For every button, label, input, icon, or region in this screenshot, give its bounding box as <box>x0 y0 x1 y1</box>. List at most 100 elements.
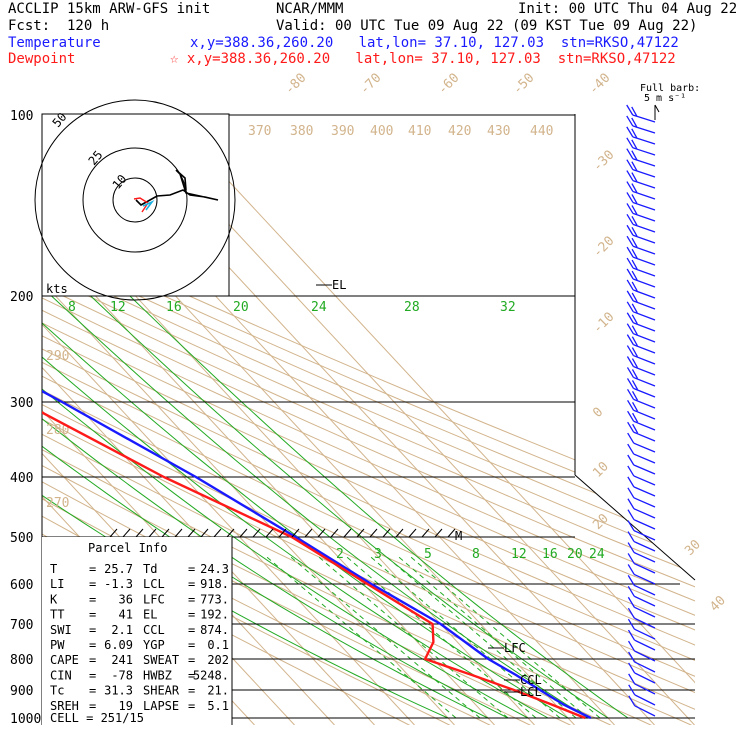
wind-barb <box>632 278 656 288</box>
wind-barb-flag <box>627 399 635 411</box>
wind-barb-flag <box>627 607 635 619</box>
wind-barb <box>632 234 656 244</box>
wind-barb-flag <box>631 391 639 401</box>
mixing-ratio-line <box>368 554 561 719</box>
wind-barb-flag <box>631 281 638 292</box>
isotherm-line <box>42 114 335 725</box>
parcel-value: 6.09 <box>104 638 133 652</box>
hatch-mark <box>174 528 183 538</box>
theta-label: 420 <box>448 124 471 139</box>
mixing-ratio-line <box>264 554 457 719</box>
dry-adiabat-label: 40 <box>707 593 729 615</box>
barb-scale-unit: 5 m s⁻¹ <box>644 93 687 104</box>
wind-barb-flag <box>631 336 638 346</box>
parcel-value: 31.3 <box>104 684 133 698</box>
wind-barb-flag <box>626 301 634 313</box>
pressure-tick-label: 400 <box>10 471 33 486</box>
isotherm-line <box>42 114 455 725</box>
wind-barb-flag <box>627 629 636 641</box>
parcel-value: 874. <box>200 623 229 637</box>
wind-barb-flag <box>628 673 636 685</box>
parcel-value: 5248. <box>193 668 229 682</box>
wind-barb <box>633 453 656 464</box>
hodograph-ring <box>112 177 158 223</box>
wind-barb-flag <box>627 618 635 630</box>
wind-barb <box>633 365 656 376</box>
wind-barb-flag <box>631 139 638 150</box>
lfc-annotation: LFC <box>504 641 526 655</box>
wind-barb <box>632 169 656 178</box>
wind-barb <box>632 289 656 299</box>
wind-barb <box>632 212 656 222</box>
dry-adiabat-label: 30 <box>682 537 704 559</box>
temperature-legend: Temperature <box>8 35 101 51</box>
hodograph-cell-motion <box>142 200 155 211</box>
parcel-value: 36 <box>119 592 133 606</box>
hatch-mark <box>291 528 300 538</box>
parcel-label: LFC <box>143 592 165 606</box>
wind-barb <box>633 354 656 365</box>
wind-barb-flag <box>626 181 634 192</box>
parcel-value: 5.1 <box>207 699 229 713</box>
parcel-value: -78 <box>111 668 133 682</box>
parcel-equals: = <box>188 577 195 591</box>
wind-barb-flag <box>626 115 634 127</box>
wind-barb-flag <box>627 509 635 521</box>
wind-barb-flag <box>626 268 634 280</box>
wind-barb-flag <box>626 389 635 400</box>
wind-barb-flag <box>627 454 635 466</box>
wind-barb-flag <box>627 432 635 444</box>
wind-barb-flag <box>626 312 634 324</box>
parcel-value: 192. <box>200 608 229 622</box>
wind-barb-flag <box>631 248 638 259</box>
parcel-value: 41 <box>119 608 133 622</box>
parcel-label: LCL <box>143 577 165 591</box>
wind-barb <box>633 333 656 343</box>
wind-barb-flag <box>626 378 635 389</box>
wind-barb <box>632 300 656 310</box>
theta-label: 380 <box>290 124 313 139</box>
wind-barb-flag <box>631 380 639 390</box>
parcel-equals: = <box>89 638 96 652</box>
wind-barb-flag <box>626 159 634 170</box>
hatch-mark <box>356 528 365 538</box>
parcel-label: YGP <box>143 638 165 652</box>
dry-adiabat-label: 20 <box>590 511 612 533</box>
wind-barb-flag <box>631 117 638 128</box>
wind-barb-flag <box>631 128 638 139</box>
dry-adiabat-line <box>42 114 695 725</box>
parcel-label: SWI <box>50 623 72 637</box>
wind-barb-flag <box>627 410 635 422</box>
dry-adiabat-line <box>42 114 667 725</box>
wind-barb-flag <box>632 412 639 423</box>
wind-barb-flag <box>631 161 638 171</box>
pressure-tick-label: 900 <box>10 684 33 699</box>
wind-barb-flag <box>632 423 639 434</box>
theta-label: 430 <box>487 124 510 139</box>
hatch-mark <box>109 528 118 538</box>
wind-barb-flag <box>626 290 634 302</box>
wind-barb-flag <box>632 401 639 412</box>
dry-adiabat-line <box>42 114 695 725</box>
wind-barb-flag <box>631 303 638 314</box>
wind-barb-flag <box>631 314 638 325</box>
parcel-label: PW <box>50 638 65 652</box>
wind-barb-flag <box>631 205 638 215</box>
parcel-value: 241 <box>111 653 133 667</box>
dry-adiabat-line <box>42 114 695 725</box>
parcel-equals: = <box>188 562 195 576</box>
hodograph-ring <box>34 99 236 301</box>
parcel-value: 19 <box>119 699 133 713</box>
wind-barb <box>633 387 656 398</box>
dry-adiabat-label: -30 <box>590 148 617 175</box>
wind-barb <box>634 650 656 662</box>
wind-barb-flag <box>627 421 635 433</box>
isotherm-line <box>42 114 495 725</box>
wind-barb <box>633 584 656 596</box>
wind-barb <box>633 551 656 563</box>
parcel-label: T <box>50 562 57 576</box>
wind-barb-flag <box>626 279 634 291</box>
dry-adiabat-label: 10 <box>590 459 612 481</box>
wind-barb <box>632 190 656 200</box>
wind-barb-flag <box>626 367 635 378</box>
